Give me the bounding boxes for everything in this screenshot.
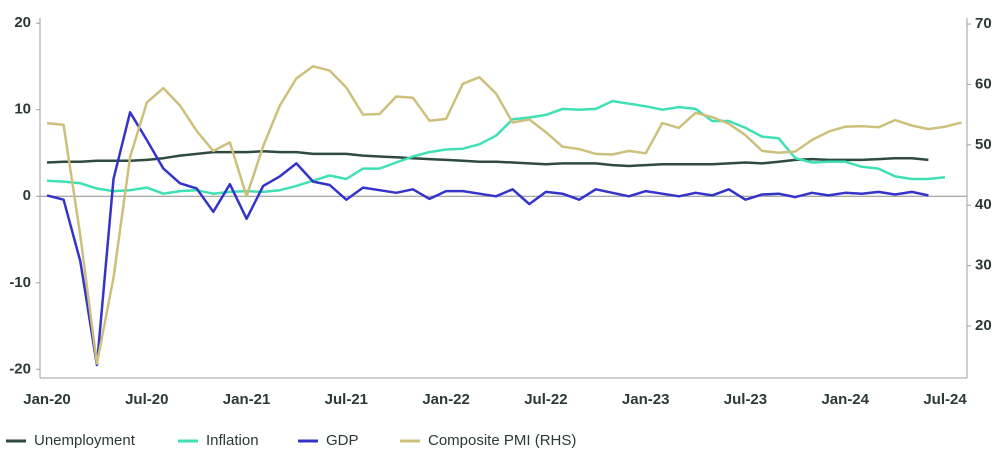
x-tick-label: Jul-24 [923, 391, 967, 408]
x-tick-label: Jul-20 [125, 391, 168, 408]
y2-tick-label: 20 [975, 317, 992, 334]
y2-tick-label: 60 [975, 75, 992, 92]
x-tick-label: Jul-22 [524, 391, 567, 408]
legend-label: GDP [326, 432, 359, 449]
x-tick-label: Jan-20 [23, 391, 71, 408]
y2-tick-label: 30 [975, 257, 992, 274]
y-tick-label: 20 [14, 14, 31, 31]
y-tick-label: -20 [9, 360, 31, 377]
x-tick-label: Jan-23 [622, 391, 670, 408]
y2-tick-label: 70 [975, 15, 992, 32]
y-tick-label: 10 [14, 101, 31, 118]
x-tick-label: Jan-21 [223, 391, 271, 408]
series-line [46, 99, 946, 195]
series-line [46, 150, 929, 168]
legend-label: Composite PMI (RHS) [428, 432, 576, 449]
legend-label: Inflation [206, 432, 259, 449]
y2-tick-label: 40 [975, 196, 992, 213]
legend-label: Unemployment [34, 432, 136, 449]
y-tick-label: -10 [9, 274, 31, 291]
x-tick-label: Jan-24 [821, 391, 869, 408]
y2-tick-label: 50 [975, 136, 992, 153]
x-tick-label: Jul-21 [325, 391, 368, 408]
x-tick-label: Jan-22 [422, 391, 470, 408]
x-tick-label: Jul-23 [724, 391, 767, 408]
y-tick-label: 0 [23, 187, 31, 204]
series-line [46, 65, 962, 365]
series-line [46, 111, 929, 367]
